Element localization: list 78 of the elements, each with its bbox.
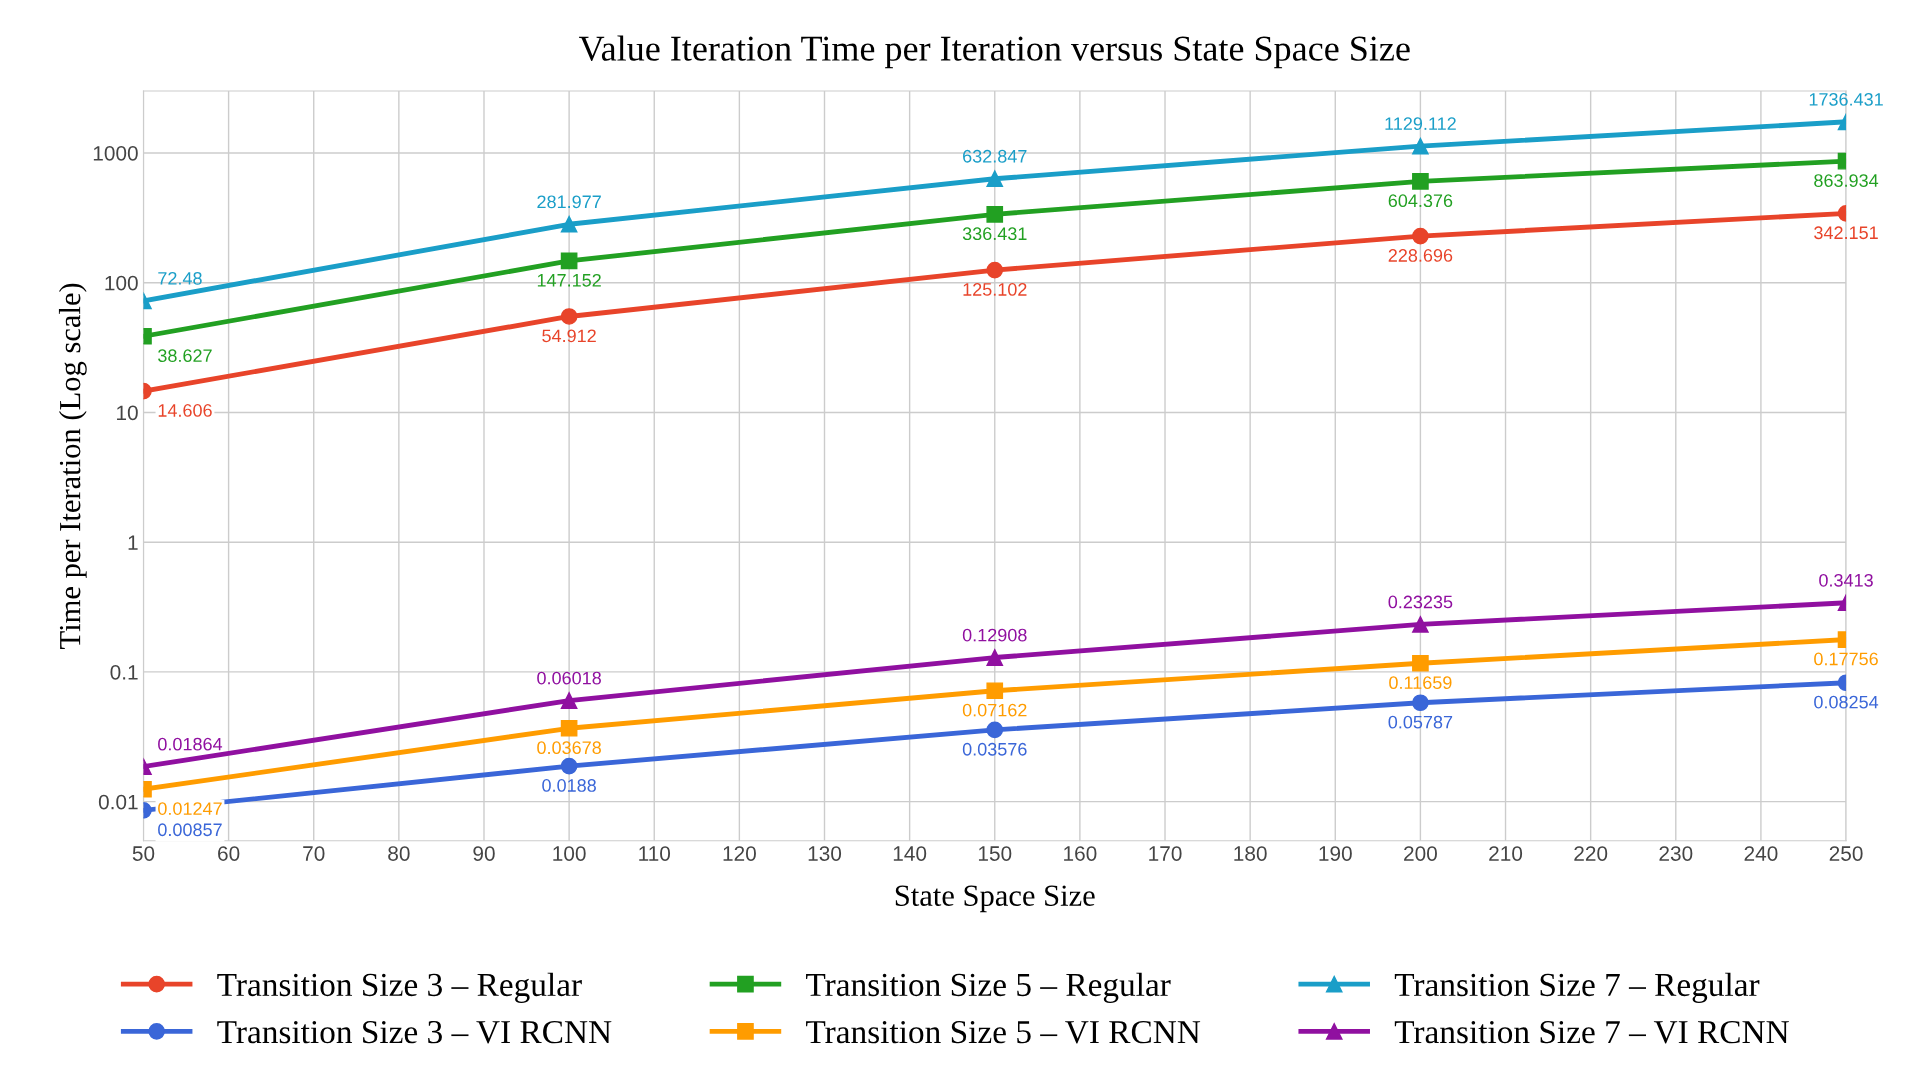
y-tick-label: 10 [117, 405, 138, 421]
x-tick-label: 180 [1234, 846, 1267, 861]
legend-label: Transition Size 7 – Regular [1394, 972, 1760, 1004]
x-tick-label: 60 [218, 846, 240, 861]
point [1412, 654, 1429, 672]
x-tick-label: 50 [132, 846, 155, 861]
x-tick-label: 80 [388, 846, 410, 861]
x-tick-label: 250 [1829, 846, 1863, 861]
x-tick-label: 150 [978, 846, 1012, 861]
data-label: 336.431 [962, 227, 1027, 241]
y-tick-label: 0.01 [98, 794, 138, 810]
x-tick-label: 160 [1064, 846, 1097, 861]
legend-label: Transition Size 5 – VI RCNN [806, 1020, 1201, 1044]
data-label: 604.376 [1388, 194, 1453, 208]
data-label: 125.102 [963, 283, 1027, 296]
x-tick-label: 230 [1659, 846, 1693, 861]
data-label: 72.48 [158, 271, 202, 285]
data-label: 0.17756 [1814, 652, 1878, 666]
data-label: 632.847 [963, 149, 1027, 163]
legend-label: Transition Size 5 – Regular [806, 972, 1171, 1004]
x-tick-label: 190 [1319, 846, 1352, 861]
data-label: 147.152 [537, 273, 601, 287]
x-tick-label: 90 [473, 846, 495, 861]
x-tick-label: 110 [639, 846, 671, 861]
data-label: 863.934 [1814, 174, 1879, 187]
point [986, 170, 1004, 188]
point [1412, 137, 1429, 155]
x-axis-title: State Space Size [895, 885, 1095, 913]
x-tick-label: 100 [553, 846, 586, 861]
data-label: 14.606 [158, 404, 212, 417]
point [986, 721, 1004, 739]
data-label: 342.151 [1814, 226, 1878, 240]
data-label: 0.01864 [158, 737, 223, 751]
y-tick-label: 1 [128, 535, 138, 550]
data-label: 0.01247 [158, 802, 222, 815]
data-label: 1736.431 [1809, 92, 1883, 106]
x-tick-label: 210 [1489, 846, 1523, 861]
x-tick-label: 240 [1744, 846, 1778, 861]
data-label: 1129.112 [1385, 117, 1456, 131]
data-label: 54.912 [542, 329, 596, 343]
data-label: 0.08254 [1814, 695, 1879, 709]
y-tick-label: 0.1 [110, 664, 138, 680]
data-label: 0.12908 [962, 628, 1027, 642]
data-label: 0.0188 [542, 779, 596, 792]
data-label: 0.03678 [537, 741, 601, 755]
point [986, 261, 1004, 279]
x-tick-label: 170 [1149, 846, 1182, 861]
data-label: 0.00857 [158, 823, 222, 837]
y-axis-title: Time per Iteration (Log scale) [58, 283, 87, 649]
chart-title: Value Iteration Time per Iteration versus State Space Size [578, 35, 1410, 69]
point [1412, 172, 1429, 190]
legend-label: Transition Size 7 – VI RCNN [1394, 1020, 1789, 1044]
data-label: 38.627 [158, 349, 212, 363]
data-label: 0.05787 [1388, 715, 1453, 729]
x-tick-label: 220 [1574, 846, 1608, 861]
point [986, 205, 1004, 223]
legend-label: Transition Size 3 – Regular [217, 972, 582, 1004]
x-tick-label: 120 [723, 846, 756, 861]
data-label: 0.23235 [1388, 595, 1453, 609]
x-tick-label: 70 [303, 846, 325, 861]
data-label: 0.11659 [1389, 676, 1452, 690]
point [1412, 227, 1429, 245]
data-label: 0.03576 [962, 742, 1027, 756]
data-label: 281.977 [537, 195, 601, 209]
data-label: 0.06018 [537, 671, 601, 685]
legend-label: Transition Size 3 – VI RCNN [217, 1020, 612, 1044]
x-tick-label: 140 [893, 846, 927, 861]
data-label: 228.696 [1388, 249, 1453, 262]
x-tick-label: 200 [1404, 846, 1437, 861]
x-tick-label: 130 [808, 846, 842, 861]
point [1412, 616, 1429, 633]
point [986, 649, 1004, 666]
point [986, 682, 1004, 700]
y-tick-label: 1000 [93, 145, 138, 161]
data-label: 0.3413 [1819, 573, 1873, 587]
y-tick-label: 100 [105, 275, 138, 291]
point [1412, 694, 1429, 712]
data-label: 0.07162 [962, 703, 1027, 717]
